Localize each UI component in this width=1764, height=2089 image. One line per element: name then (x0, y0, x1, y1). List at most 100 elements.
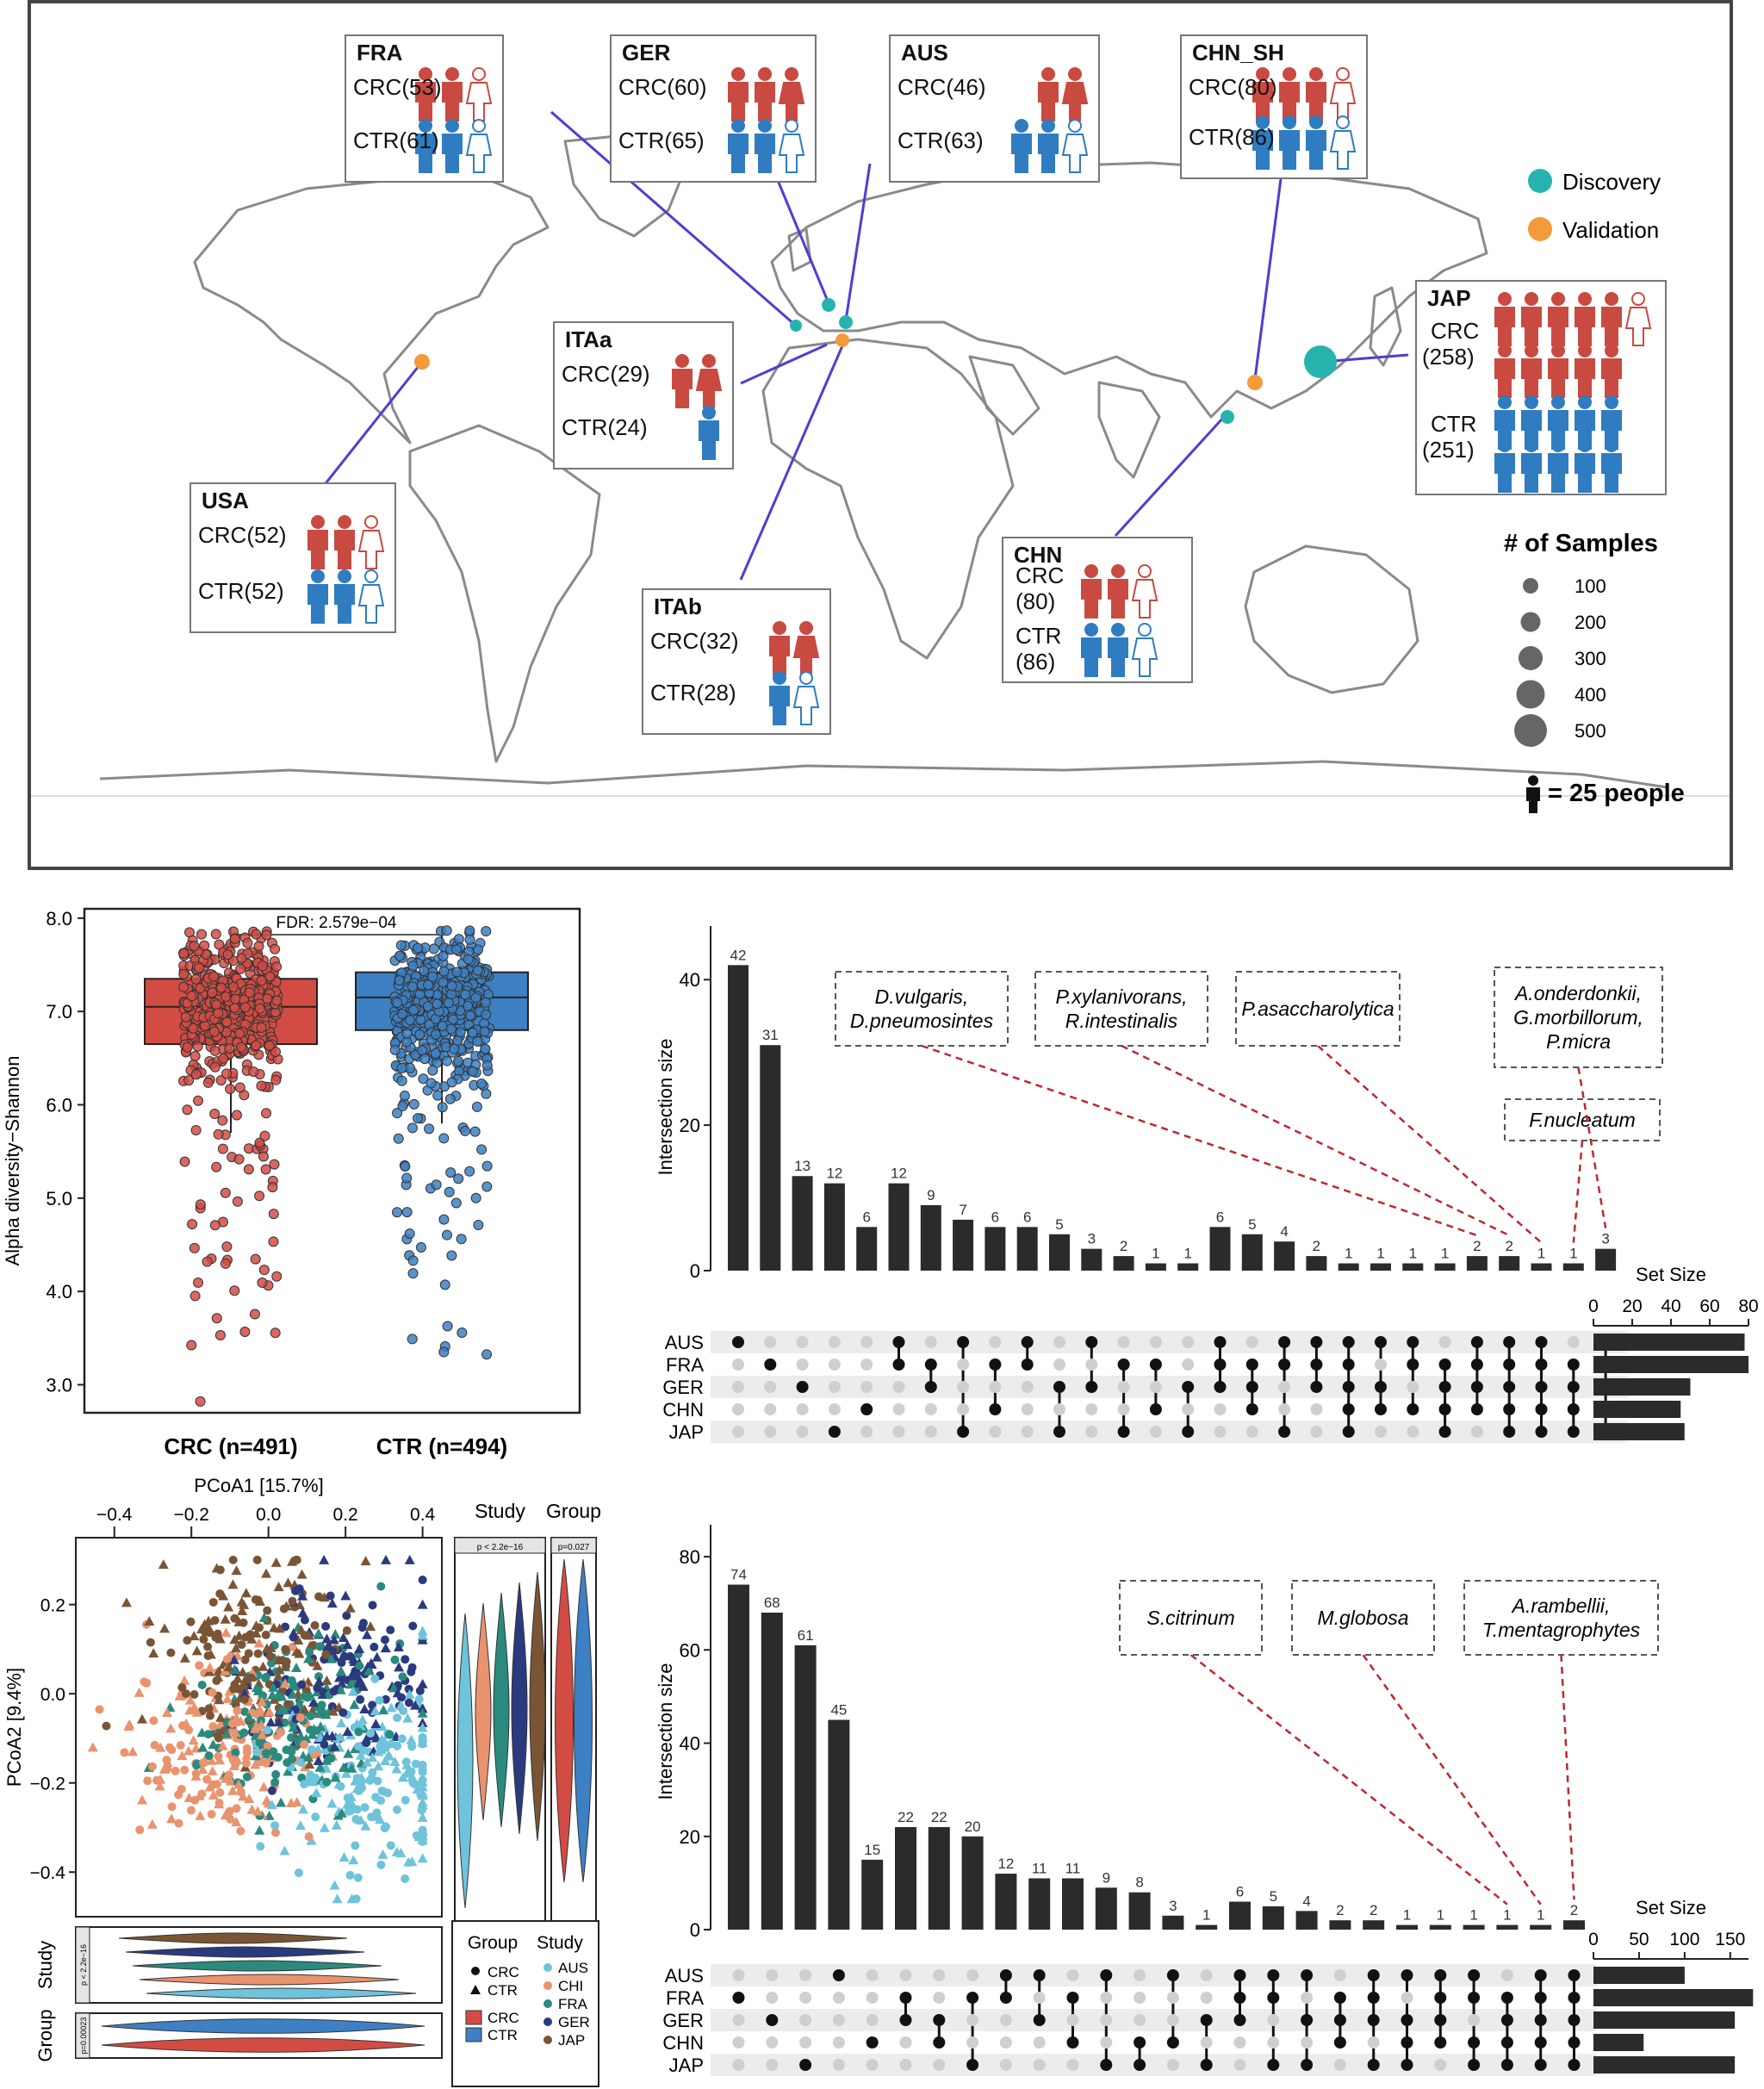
matrix-dot-inactive (799, 1969, 812, 1981)
matrix-dot-inactive (1166, 2014, 1179, 2026)
bar-value-label: 42 (730, 947, 747, 963)
person-icon (1521, 395, 1542, 450)
point-crc (290, 1586, 300, 1595)
point-crc (261, 1749, 270, 1758)
person-head (731, 67, 745, 81)
matrix-dot-active (1233, 1969, 1246, 1981)
point-ctr (236, 1596, 247, 1607)
matrix-dot-active (1468, 1969, 1481, 1981)
point-ctr (305, 1690, 316, 1700)
matrix-dot-inactive (1134, 1992, 1146, 2004)
bar-value-label: 1 (1345, 1246, 1352, 1262)
person-head (338, 569, 351, 583)
bar-value-label: 11 (1065, 1860, 1081, 1876)
point-crc (414, 1694, 424, 1704)
matrix-dot-inactive (1166, 1992, 1179, 2004)
matrix-dot-active (1367, 2014, 1380, 2026)
data-point (258, 1151, 269, 1162)
point-ctr (222, 1694, 233, 1704)
point-crc (393, 1713, 402, 1723)
annotation-box (1235, 971, 1401, 1047)
bottom-panel-label: Group (34, 2009, 56, 2061)
point-ctr (225, 1775, 236, 1786)
callout-lines (321, 110, 1409, 581)
matrix-dot-active (1149, 1358, 1162, 1371)
intersection-bar (1562, 1263, 1584, 1271)
matrix-dot-active (1245, 1381, 1258, 1393)
data-point (254, 1191, 265, 1202)
point-ctr (370, 1706, 381, 1716)
point-ctr (354, 1675, 365, 1685)
person-icon (695, 354, 723, 408)
matrix-dot-inactive (796, 1336, 809, 1348)
point-crc (174, 1819, 183, 1828)
matrix-dot-inactive (828, 1381, 841, 1393)
intersection-bar (895, 1826, 916, 1930)
set-size-bar (1593, 1378, 1691, 1396)
point-ctr (238, 1678, 249, 1688)
data-point (473, 1220, 484, 1231)
matrix-row-band (711, 2054, 1597, 2076)
point-ctr (326, 1798, 338, 1808)
intersection-bar (1496, 1924, 1519, 1930)
matrix-dot-active (1534, 2036, 1547, 2049)
person-body (1038, 82, 1059, 121)
point-crc (253, 1649, 263, 1658)
point-crc (355, 1661, 364, 1670)
set-label: JAP (669, 2055, 704, 2076)
x-tick-label: 0.2 (333, 1505, 358, 1525)
point-crc (295, 1713, 305, 1722)
data-point (221, 1017, 233, 1028)
annotation-box (1463, 1580, 1659, 1656)
data-point (215, 982, 227, 993)
point-ctr (195, 1810, 206, 1820)
person-body (1575, 453, 1595, 493)
person-body (1279, 82, 1300, 121)
data-point (211, 999, 222, 1010)
data-point (270, 1074, 282, 1085)
intersection-bar (1295, 1911, 1318, 1930)
data-point (394, 975, 405, 986)
matrix-dot-inactive (1134, 1969, 1146, 1981)
person-icon (1081, 623, 1102, 677)
discovery-dot (839, 315, 853, 329)
legend-ctr-box (465, 2027, 482, 2042)
matrix-dot-inactive (1407, 1426, 1419, 1438)
callout-line (739, 341, 846, 581)
data-point (229, 1285, 240, 1296)
person-icon (1038, 67, 1059, 121)
data-point (473, 944, 484, 955)
point-crc (263, 1606, 272, 1615)
matrix-dot-active (1085, 1381, 1098, 1393)
matrix-dot-active (1567, 1381, 1580, 1393)
point-crc (300, 1740, 309, 1750)
point-crc (255, 1623, 264, 1632)
point-ctr (291, 1662, 302, 1672)
data-point (229, 933, 240, 944)
data-point (449, 1043, 460, 1054)
intersection-bar (792, 1176, 813, 1271)
point-crc (242, 1748, 252, 1757)
person-body (1081, 637, 1102, 677)
person-body (1306, 82, 1326, 121)
annotation-leader (921, 1044, 1478, 1237)
point-ctr (121, 1597, 132, 1607)
point-ctr (393, 1641, 404, 1651)
data-point (200, 1021, 211, 1032)
bar-value-label: 4 (1280, 1223, 1288, 1240)
matrix-dot-inactive (732, 1969, 745, 1981)
matrix-dot-active (1500, 2059, 1513, 2071)
data-point (464, 1166, 475, 1177)
point-ctr (238, 1791, 249, 1801)
matrix-dot-inactive (1438, 1336, 1451, 1348)
matrix-dot-inactive (1333, 2059, 1346, 2071)
bar-value-label: 1 (1537, 1907, 1544, 1924)
matrix-dot-active (1267, 1969, 1280, 1981)
matrix-dot-active (1342, 1358, 1355, 1371)
point-crc (204, 1751, 214, 1761)
matrix-dot-active (1166, 2036, 1179, 2049)
person-body (1601, 410, 1622, 450)
matrix-dot-inactive (933, 2059, 946, 2071)
point-ctr (288, 1722, 299, 1732)
person-body (1548, 307, 1568, 346)
